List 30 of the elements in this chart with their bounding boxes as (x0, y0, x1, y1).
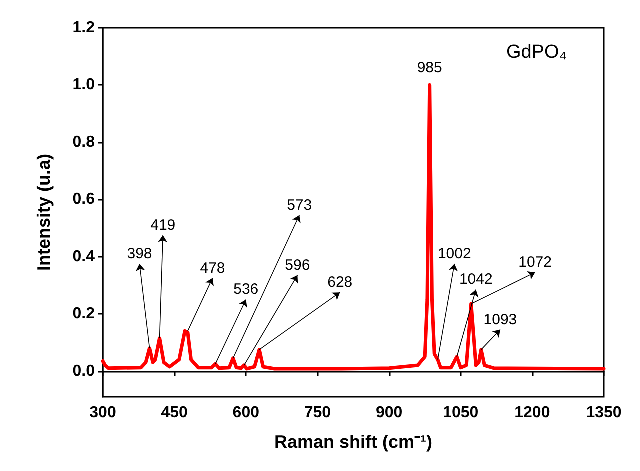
x-tick-label: 600 (232, 404, 260, 422)
annotation: 1072 (518, 254, 552, 272)
annotation: 419 (150, 216, 176, 234)
y-tick-label: 0.4 (72, 248, 96, 266)
annotation: 478 (200, 260, 226, 277)
x-tick-label: 1050 (443, 404, 479, 422)
annotation: 398 (127, 245, 152, 262)
annotation: 1002 (438, 245, 472, 262)
x-axis-title: Raman shift (cm⁻¹) (274, 432, 433, 452)
y-tick-label: 0.6 (72, 191, 96, 208)
x-tick-label: 1350 (586, 404, 622, 422)
y-axis-title: Intensity (u.a) (34, 154, 54, 272)
annotation: 596 (285, 256, 310, 274)
x-tick-label: 300 (90, 404, 116, 422)
annotation: 1093 (484, 311, 518, 328)
x-tick-label: 750 (304, 404, 332, 422)
annotation: 985 (417, 60, 442, 77)
x-tick-label: 450 (161, 404, 188, 422)
y-tick-label: 0.0 (72, 362, 96, 380)
annotation: 628 (328, 274, 353, 292)
annotation: 573 (287, 196, 312, 214)
y-tick-label: 0.8 (72, 134, 96, 151)
annotation: 536 (234, 281, 259, 298)
y-tick-label: 0.2 (72, 306, 96, 323)
x-tick-label: 1200 (514, 404, 550, 422)
y-tick-label: 1.2 (72, 20, 96, 36)
x-tick-label: 900 (376, 404, 403, 422)
text: GdPO₄ (506, 42, 568, 63)
annotation: 1042 (459, 271, 493, 288)
y-tick-label: 1.0 (72, 76, 96, 94)
